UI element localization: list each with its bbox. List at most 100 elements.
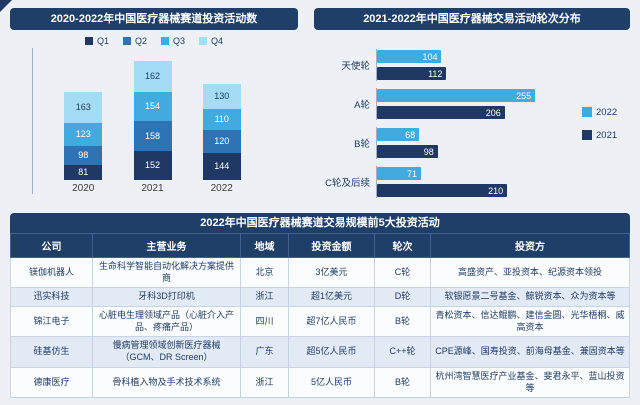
table-row: 德康医疗 骨科植入物及手术技术系统 浙江 5亿人民币 B轮 杭州湾智慧医疗产业基金、斐君永… (10, 366, 630, 399)
stacked-bar-2020: 81 98 123 163 2020 (64, 91, 103, 194)
bar-2022: 104 (377, 50, 442, 63)
table-cell: 镁伽机器人 (10, 256, 93, 289)
table-cell: 3亿美元 (288, 256, 375, 289)
column-header: 公司 (10, 233, 93, 258)
bar-2021: 112 (377, 67, 447, 80)
table-cell: 杭州湾智慧医疗产业基金、斐君永平、蓝山投资等 (430, 366, 630, 399)
column-header: 投资方 (430, 233, 630, 258)
legend-label: Q2 (134, 36, 147, 46)
column-header: 主营业务 (92, 233, 241, 258)
table-row: 硅基仿生 慢病管理领域创新医疗器械（GCM、DR Screen） 广东 超5亿人民币 C… (10, 336, 630, 368)
hbar-bars: 104 112 (376, 49, 447, 81)
stacked-bar-2021: 152 158 154 162 2021 (133, 61, 172, 194)
hbar-bars: 71 210 (376, 166, 508, 198)
legend-label: Q3 (173, 36, 186, 46)
bar-segment-q1: 144 (202, 152, 241, 180)
legend-label: 2022 (596, 106, 618, 118)
x-axis-label: 2020 (72, 183, 95, 194)
table-section: 2022年中国医疗器械赛道交易规模前5大投资活动 公司 主营业务 地域 投资金额 轮次投… (10, 213, 630, 399)
hbar-bars: 255 206 (376, 88, 536, 120)
bar-segment-q4: 162 (133, 61, 172, 92)
charts-row: 2020-2022年中国医疗器械赛道投资活动数 Q1 Q2 Q3 Q4 81 98 123… (10, 8, 630, 205)
legend-label: Q1 (96, 36, 109, 46)
table-row: 迅实科技 牙科3D打印机 浙江 超1亿美元 D轮 软银愿景二号基金、鲸锐资本、众为资本等 (10, 287, 630, 308)
table-cell: 慢病管理领域创新医疗器械（GCM、DR Screen） (92, 336, 241, 368)
category-label: B轮 (354, 139, 370, 150)
table-row: 锦江电子 心脏电生理领域产品（心脏介入产品、疼痛产品） 四川 超7亿人民币 B轮 青松资本… (10, 306, 630, 338)
legend-item-q4: Q4 (199, 36, 223, 46)
table-cell: B轮 (374, 306, 431, 338)
bar-segment-q2: 158 (133, 121, 172, 152)
legend-item-q3: Q3 (161, 36, 185, 46)
table-cell: 牙科3D打印机 (92, 287, 241, 308)
table-cell: 浙江 (240, 287, 289, 308)
legend-swatch (161, 37, 169, 45)
hbar-group: 天使轮 104 112 (314, 49, 582, 81)
bar-stack: 81 98 123 163 (64, 91, 103, 180)
bar-segment-q3: 154 (133, 91, 172, 122)
bar-segment-q2: 120 (202, 129, 241, 153)
table-cell: D轮 (374, 287, 431, 308)
table-header-row: 公司 主营业务 地域 投资金额 轮次 投资方 (10, 233, 630, 258)
legend-item-q2: Q2 (122, 36, 147, 46)
bar-segment-q1: 152 (133, 151, 172, 180)
bar-2022: 71 (377, 167, 422, 180)
stacked-bar-2022: 144 120 110 130 2022 (202, 84, 241, 194)
bar-segment-q4: 163 (64, 91, 103, 123)
x-axis-label: 2021 (141, 183, 164, 194)
table-cell: 硅基仿生 (10, 336, 93, 368)
legend-label: Q4 (211, 36, 224, 46)
table-cell: 超5亿人民币 (288, 336, 375, 368)
table-cell: 广东 (240, 336, 289, 368)
table-cell: 德康医疗 (10, 366, 93, 399)
hbar-panel: 2021-2022年中国医疗器械交易活动轮次分布 天使轮 104 112 A轮 255 2… (314, 8, 630, 205)
legend-item-q1: Q1 (84, 36, 109, 46)
table-cell: 浙江 (240, 366, 289, 399)
table-cell: 心脏电生理领域产品（心脏介入产品、疼痛产品） (92, 306, 241, 338)
column-header: 投资金额 (288, 233, 375, 258)
hbar-group: A轮 255 206 (314, 88, 582, 120)
bar-segment-q2: 98 (64, 146, 103, 165)
legend-swatch (199, 37, 208, 45)
corner-decoration (0, 0, 12, 12)
table-cell: 锦江电子 (10, 306, 93, 338)
column-header: 地域 (240, 233, 289, 258)
top5-investment-table: 公司 主营业务 地域 投资金额 轮次 投资方 镁伽机器人 生命科学智能自动化解决方案提供商北… (10, 233, 630, 399)
bar-stack: 152 158 154 162 (133, 61, 172, 180)
left-chart-legend: Q1 Q2 Q3 Q4 (10, 36, 298, 46)
category-label: 天使轮 (341, 61, 370, 72)
legend-swatch (582, 130, 592, 140)
table-cell: 超7亿人民币 (288, 306, 375, 338)
table-cell: 骨科植入物及手术技术系统 (92, 366, 241, 399)
table-cell: 北京 (240, 256, 289, 289)
table-cell: 青松资本、信达鲲鹏、建信金圆、光华梧桐、威高资本 (430, 306, 630, 338)
table-cell: B轮 (374, 366, 431, 399)
hbar-group: B轮 68 98 (314, 127, 582, 159)
right-chart-title: 2021-2022年中国医疗器械交易活动轮次分布 (314, 8, 630, 30)
bar-2022: 68 (377, 128, 420, 141)
table-cell: 迅实科技 (10, 287, 93, 308)
bar-2021: 98 (377, 145, 438, 158)
legend-item-2021: 2021 (582, 130, 630, 141)
table-cell: 软银愿景二号基金、鲸锐资本、众为资本等 (430, 287, 630, 308)
bar-segment-q3: 123 (64, 122, 103, 147)
table-cell: 高盛资产、亚投资本、纪源资本领投 (430, 256, 630, 289)
right-chart-legend: 2022 2021 (582, 107, 630, 141)
category-label: A轮 (354, 100, 370, 111)
category-label: C轮及后续 (325, 178, 370, 189)
legend-label: 2021 (596, 129, 618, 141)
table-cell: 超1亿美元 (288, 287, 375, 308)
bar-segment-q1: 81 (64, 164, 103, 180)
bar-2021: 206 (377, 106, 505, 119)
table-title: 2022年中国医疗器械赛道交易规模前5大投资活动 (10, 213, 630, 233)
x-axis-label: 2022 (210, 183, 233, 194)
table-cell: 5亿人民币 (288, 366, 375, 399)
hbar-bars: 68 98 (376, 127, 438, 159)
bar-segment-q3: 110 (202, 108, 241, 130)
table-cell: CPE源峰、国寿投资、前海母基金、兼固资本等 (430, 336, 630, 368)
column-header: 轮次 (374, 233, 431, 258)
legend-swatch (122, 37, 131, 45)
legend-swatch (582, 107, 592, 117)
table-cell: 四川 (240, 306, 289, 338)
